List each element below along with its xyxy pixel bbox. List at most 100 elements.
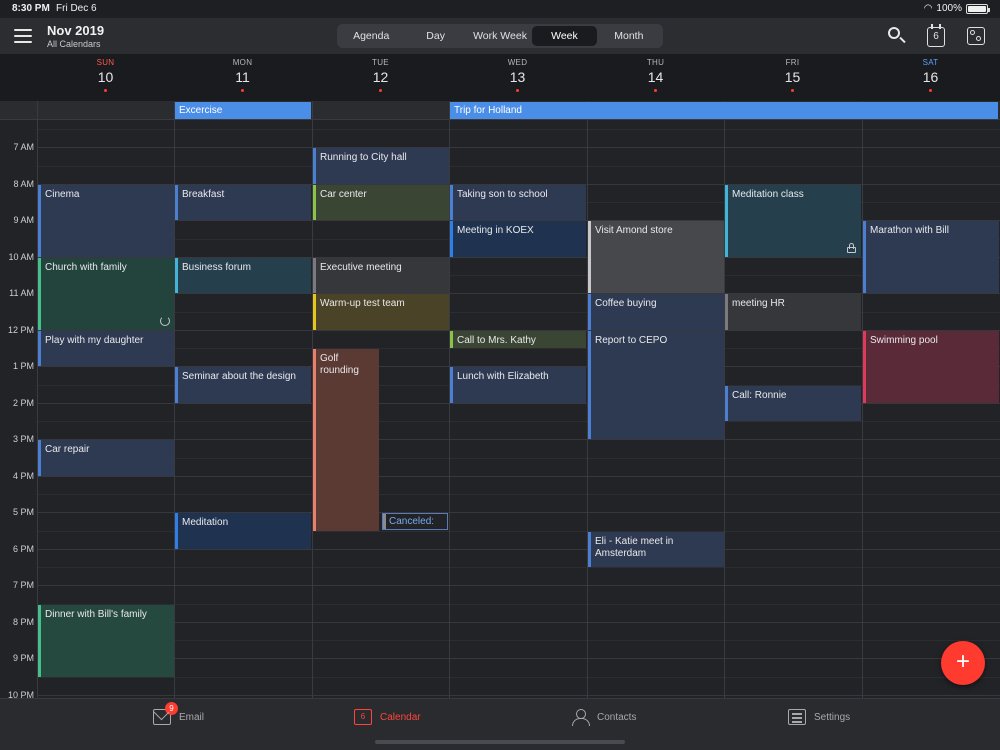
event-title: Cinema	[45, 188, 80, 200]
add-event-button[interactable]: +	[941, 641, 985, 685]
event-title: meeting HR	[732, 298, 785, 310]
repeat-icon	[160, 315, 170, 326]
day-header-6[interactable]: SAT 16	[862, 54, 999, 92]
lock-icon	[847, 242, 857, 253]
calendar-event[interactable]: Swimming pool	[863, 330, 999, 403]
canceled-event[interactable]: Canceled:	[382, 513, 448, 531]
time-label: 8 AM	[13, 178, 34, 189]
event-title: Call to Mrs. Kathy	[457, 334, 536, 346]
event-color-bar	[450, 367, 453, 403]
calendar-event[interactable]: Meditation	[175, 513, 311, 549]
hour-line	[37, 658, 1000, 660]
hour-line	[37, 147, 1000, 149]
calendar-event[interactable]: meeting HR	[725, 294, 861, 330]
calendar-event[interactable]: Visit Amond store	[588, 221, 724, 294]
hour-line	[37, 694, 1000, 696]
week-grid[interactable]: 7 AM 8 AM 9 AM 10 AM 11 AM 12 PM 1 PM 2 PM 3 PM 4…	[0, 120, 1000, 698]
tab-week[interactable]: Week	[532, 26, 597, 46]
tab-month[interactable]: Month	[614, 30, 644, 42]
calendar-event[interactable]: Car repair	[38, 440, 174, 476]
calendar-event[interactable]: Play with my daughter	[38, 330, 174, 367]
hour-line	[37, 457, 1000, 459]
calendar-event[interactable]: Call to Mrs. Kathy	[450, 330, 586, 349]
title-block[interactable]: Nov 2019 All Calendars	[47, 23, 104, 49]
calendar-event[interactable]: Warm-up test team	[313, 294, 449, 330]
event-title: Visit Amond store	[595, 225, 673, 237]
calendar-event[interactable]: Lunch with Elizabeth	[450, 367, 586, 403]
calendar-event[interactable]: Golf rounding	[313, 349, 379, 531]
day-header-4[interactable]: THU 14	[587, 54, 724, 92]
day-of-week: WED	[507, 58, 528, 67]
all-day-divider	[37, 101, 38, 119]
hour-line	[37, 585, 1000, 587]
day-header-5[interactable]: FRI 15	[724, 54, 861, 92]
event-indicator-dot	[379, 89, 382, 92]
calendar-event[interactable]: Business forum	[175, 257, 311, 294]
tab-contacts-label: Contacts	[597, 711, 637, 723]
calendar-settings-icon[interactable]	[967, 27, 985, 45]
hour-line	[37, 512, 1000, 514]
calendar-event[interactable]: Coffee buying	[588, 294, 724, 330]
tab-email[interactable]: 9 Email	[153, 702, 204, 725]
day-number: 12	[372, 69, 389, 85]
tab-contacts[interactable]: Contacts	[571, 709, 637, 726]
calendar-event[interactable]: Breakfast	[175, 184, 311, 221]
day-number: 11	[235, 69, 250, 85]
calendar-event[interactable]: Call: Ronnie	[725, 385, 861, 422]
calendar-event[interactable]: Cinema	[38, 184, 174, 257]
all-day-event[interactable]: Trip for Holland	[450, 102, 998, 119]
tab-work-week[interactable]: Work Week	[473, 30, 527, 42]
hour-line	[37, 402, 1000, 404]
today-calendar-icon[interactable]: 6	[927, 24, 945, 47]
all-day-divider	[312, 101, 313, 119]
event-color-bar	[450, 330, 453, 349]
email-badge: 9	[165, 702, 178, 715]
event-title: Swimming pool	[870, 334, 938, 346]
event-color-bar	[38, 184, 41, 257]
event-color-bar	[313, 184, 316, 221]
calendar-event[interactable]: Church with family	[38, 257, 174, 330]
day-header-1[interactable]: MON 11	[174, 54, 311, 92]
event-indicator-dot	[654, 89, 657, 92]
hour-line	[37, 183, 1000, 185]
tab-settings[interactable]: Settings	[788, 709, 850, 725]
calendar-event[interactable]: Executive meeting	[313, 257, 449, 294]
hour-line	[37, 530, 1000, 532]
calendar-icon: 6	[354, 709, 372, 725]
calendar-event[interactable]: Report to CEPO	[588, 330, 724, 440]
hour-line	[37, 548, 1000, 550]
hour-line	[37, 439, 1000, 441]
contacts-icon	[571, 709, 590, 726]
calendar-event[interactable]: Car center	[313, 184, 449, 221]
event-indicator-dot	[929, 89, 932, 92]
event-color-bar	[175, 184, 178, 221]
tab-day[interactable]: Day	[426, 30, 445, 42]
status-date: Fri Dec 6	[56, 3, 97, 14]
event-color-bar	[175, 257, 178, 294]
all-day-event[interactable]: Excercise	[175, 102, 311, 119]
day-header-2[interactable]: TUE 12	[312, 54, 449, 92]
day-of-week: FRI	[785, 58, 800, 67]
event-title: Executive meeting	[320, 261, 402, 273]
calendar-event[interactable]: Seminar about the design	[175, 367, 311, 403]
calendar-event[interactable]: Eli - Katie meet in Amsterdam	[588, 531, 724, 568]
menu-icon[interactable]	[14, 29, 32, 43]
day-column-divider	[587, 120, 588, 698]
day-header-3[interactable]: WED 13	[449, 54, 586, 92]
all-day-divider	[449, 101, 450, 119]
calendar-event[interactable]: Running to City hall	[313, 148, 449, 184]
calendar-event[interactable]: Taking son to school	[450, 184, 586, 221]
calendar-event[interactable]: Meeting in KOEX	[450, 221, 586, 257]
event-indicator-dot	[791, 89, 794, 92]
event-color-bar	[38, 440, 41, 476]
calendar-event[interactable]: Meditation class	[725, 184, 861, 257]
day-column-divider	[174, 120, 175, 698]
calendar-event[interactable]: Dinner with Bill's family	[38, 604, 174, 677]
calendar-event[interactable]: Marathon with Bill	[863, 221, 999, 294]
event-title: Running to City hall	[320, 152, 407, 164]
tab-agenda[interactable]: Agenda	[353, 30, 390, 42]
search-icon[interactable]	[886, 25, 908, 47]
tab-calendar[interactable]: 6 Calendar	[354, 709, 421, 725]
hour-line	[37, 165, 1000, 167]
day-header-0[interactable]: SUN 10	[37, 54, 174, 92]
